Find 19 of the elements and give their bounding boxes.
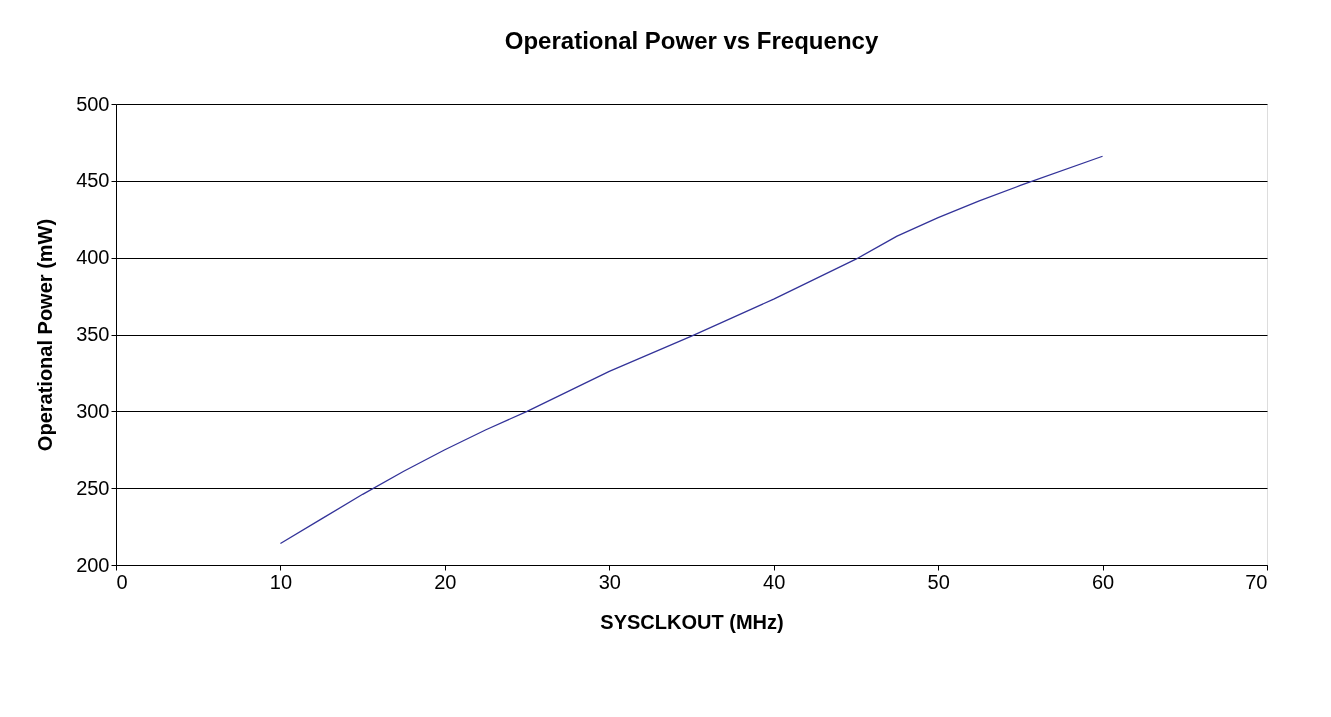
x-axis-title: SYSCLKOUT (MHz) [600, 610, 784, 633]
x-tick-label: 10 [269, 570, 293, 593]
chart-title: Operational Power vs Frequency [504, 27, 879, 54]
y-tick-label: 300 [76, 399, 110, 422]
x-tick-label: 40 [763, 570, 786, 593]
y-tick-label: 400 [76, 246, 110, 269]
y-tick-label: 350 [76, 323, 110, 345]
x-tick-label: 20 [434, 570, 457, 593]
y-tick-label: 500 [76, 92, 110, 115]
x-tick-label: 50 [927, 570, 950, 593]
y-axis-title: Operational Power (mW) [34, 218, 57, 452]
y-tick-label: 200 [76, 553, 110, 576]
x-tick-label: 70 [1245, 570, 1268, 593]
x-tick-label: 60 [1091, 570, 1115, 593]
x-tick-label: 30 [598, 570, 621, 593]
line-series [279, 155, 1104, 545]
y-tick-label: 450 [76, 169, 110, 192]
x-tick-label: 0 [116, 570, 128, 593]
y-tick-label: 250 [76, 476, 110, 499]
